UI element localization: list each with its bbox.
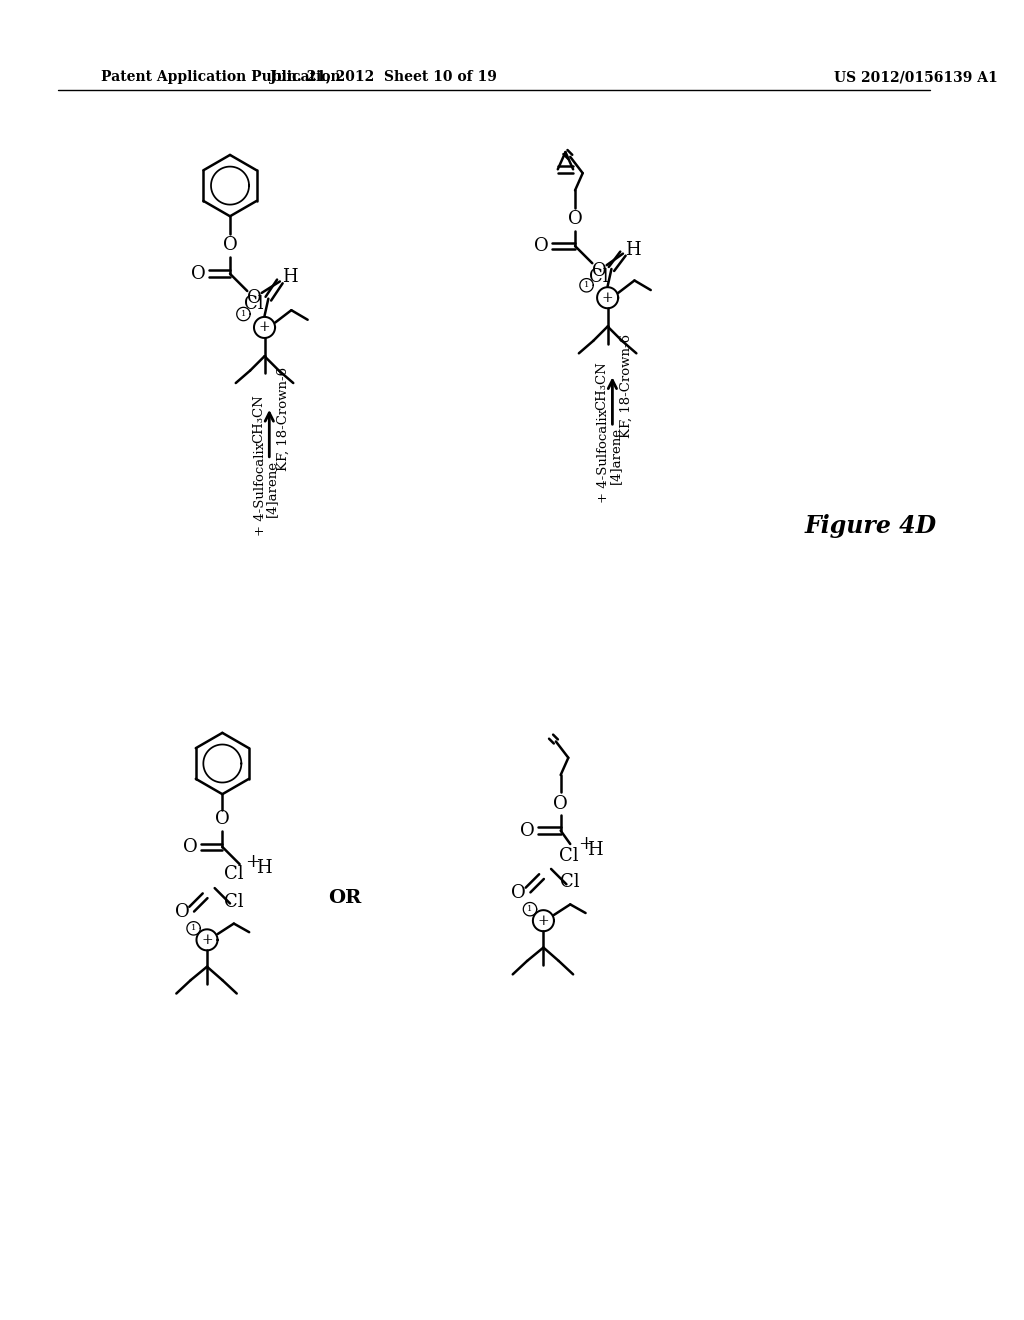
Text: O: O (191, 265, 206, 282)
Text: +: + (602, 290, 613, 305)
Text: O: O (222, 236, 238, 253)
Text: H: H (588, 841, 603, 859)
Text: CH₃CN: CH₃CN (596, 362, 608, 411)
Text: Jun. 21, 2012  Sheet 10 of 19: Jun. 21, 2012 Sheet 10 of 19 (270, 70, 497, 84)
Text: KF, 18-Crown-6: KF, 18-Crown-6 (276, 367, 290, 470)
Text: Figure 4D: Figure 4D (805, 513, 937, 537)
Text: CH₃CN: CH₃CN (253, 395, 265, 444)
Text: Cl: Cl (560, 874, 580, 891)
Text: +: + (246, 853, 260, 871)
Text: O: O (183, 838, 198, 855)
Text: Cl: Cl (224, 865, 244, 883)
Text: +: + (579, 836, 593, 853)
Text: OR: OR (329, 888, 361, 907)
Text: 1: 1 (241, 310, 246, 318)
Text: Cl: Cl (589, 268, 609, 285)
Text: O: O (535, 238, 549, 255)
Text: US 2012/0156139 A1: US 2012/0156139 A1 (834, 70, 997, 84)
Text: O: O (511, 884, 526, 902)
Text: O: O (520, 821, 535, 840)
Text: [4]arene: [4]arene (265, 459, 279, 517)
Text: H: H (256, 859, 271, 876)
Text: H: H (625, 240, 640, 259)
Text: O: O (175, 903, 189, 921)
Text: O: O (592, 261, 606, 280)
Text: 1: 1 (584, 281, 589, 289)
Text: H: H (282, 268, 297, 285)
Text: [4]arene: [4]arene (608, 428, 622, 484)
Text: +: + (201, 933, 213, 946)
Text: +: + (259, 321, 270, 334)
Text: Patent Application Publication: Patent Application Publication (100, 70, 340, 84)
Text: +: + (538, 913, 549, 928)
Text: Cl: Cl (558, 846, 579, 865)
Text: Cl: Cl (244, 296, 264, 313)
Text: KF, 18-Crown-6: KF, 18-Crown-6 (621, 334, 633, 438)
Text: 1: 1 (190, 924, 197, 932)
Text: 1: 1 (527, 906, 532, 913)
Text: + 4-Sulfocalix: + 4-Sulfocalix (254, 441, 267, 536)
Text: + 4-Sulfocalix: + 4-Sulfocalix (597, 409, 610, 503)
Text: Cl: Cl (224, 892, 244, 911)
Text: O: O (567, 210, 583, 228)
Text: O: O (215, 810, 229, 828)
Text: O: O (553, 795, 568, 813)
Text: O: O (247, 289, 261, 306)
